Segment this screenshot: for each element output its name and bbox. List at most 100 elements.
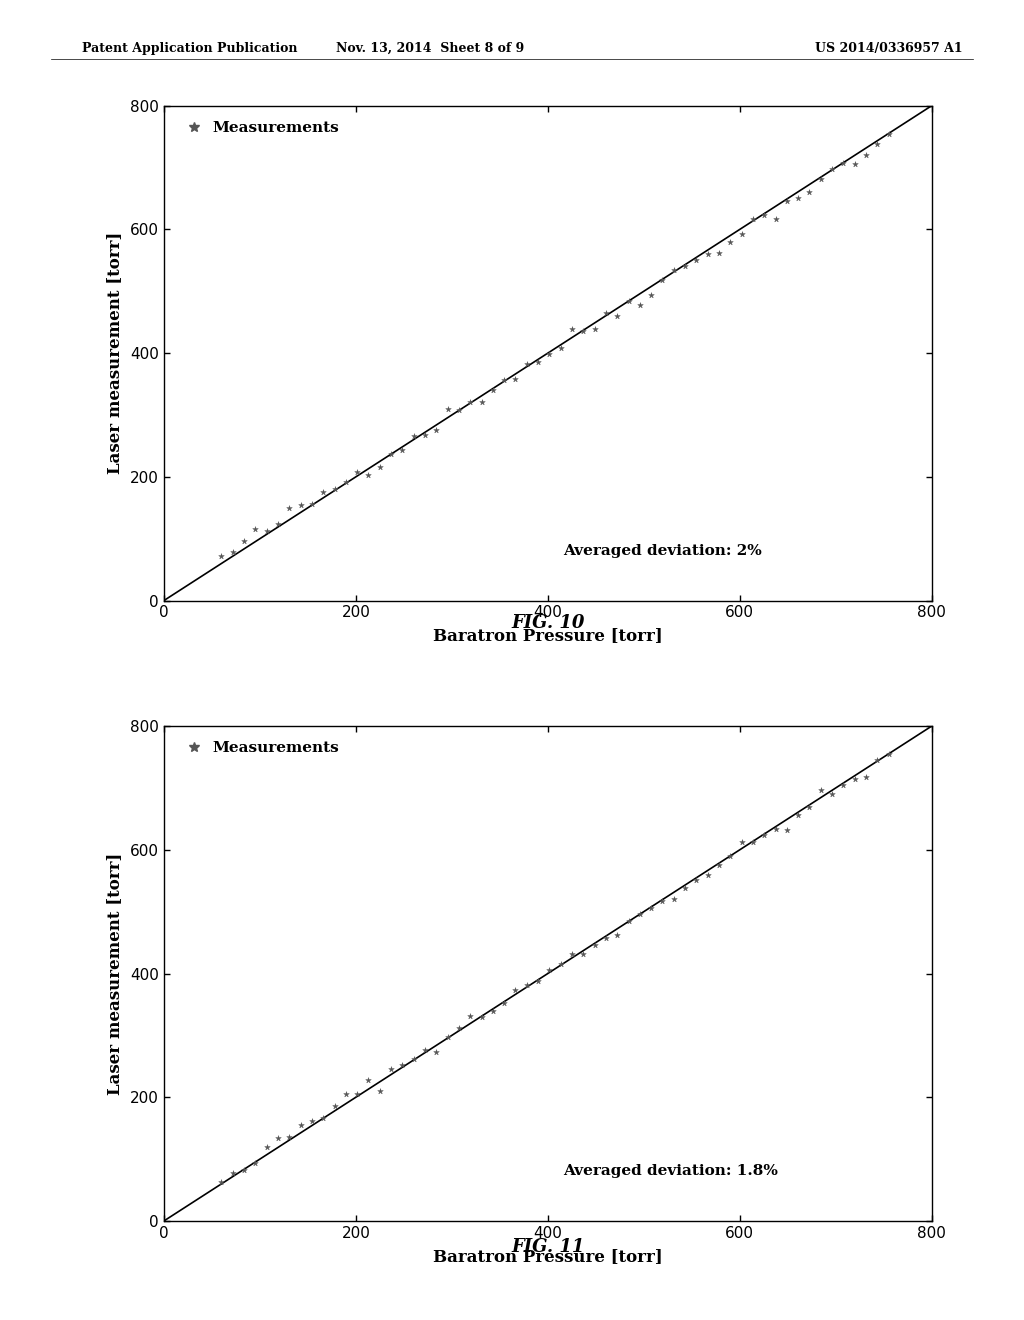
Point xyxy=(417,424,433,445)
Point xyxy=(282,498,298,519)
Text: Patent Application Publication: Patent Application Publication xyxy=(82,42,297,55)
Point xyxy=(213,1171,229,1192)
X-axis label: Baratron Pressure [torr]: Baratron Pressure [torr] xyxy=(433,1247,663,1265)
Point xyxy=(417,1040,433,1061)
Point xyxy=(236,1159,252,1180)
Point xyxy=(518,354,535,375)
Point xyxy=(711,855,727,876)
Point xyxy=(756,205,772,226)
Point xyxy=(869,133,886,154)
Point xyxy=(666,888,682,909)
Point xyxy=(688,870,705,891)
Text: FIG. 10: FIG. 10 xyxy=(511,614,585,632)
Point xyxy=(327,1096,343,1117)
Point xyxy=(394,1055,411,1076)
Point xyxy=(643,898,659,919)
Point xyxy=(338,1084,354,1105)
Point xyxy=(756,825,772,846)
Point xyxy=(722,231,738,252)
Point xyxy=(813,168,829,189)
Point xyxy=(744,209,761,230)
Point xyxy=(338,471,354,492)
Point xyxy=(813,779,829,800)
Point xyxy=(802,181,818,202)
Point xyxy=(315,1107,332,1129)
Point xyxy=(778,820,795,841)
Point xyxy=(688,249,705,271)
Point xyxy=(598,302,614,323)
Point xyxy=(439,1027,456,1048)
Point xyxy=(575,942,592,964)
Point xyxy=(666,260,682,281)
Point xyxy=(258,520,274,541)
Point xyxy=(858,144,874,165)
Point xyxy=(529,351,546,372)
Text: Averaged deviation: 2%: Averaged deviation: 2% xyxy=(563,544,762,558)
Point xyxy=(507,979,523,1001)
Point xyxy=(847,768,863,789)
Text: Averaged deviation: 1.8%: Averaged deviation: 1.8% xyxy=(563,1164,778,1179)
Y-axis label: Laser measurement [torr]: Laser measurement [torr] xyxy=(106,853,123,1094)
Point xyxy=(767,818,783,840)
Point xyxy=(247,1152,263,1173)
Point xyxy=(529,972,546,993)
Point xyxy=(473,1007,489,1028)
Point xyxy=(406,1048,422,1069)
X-axis label: Baratron Pressure [torr]: Baratron Pressure [torr] xyxy=(433,627,663,644)
Point xyxy=(372,1080,388,1101)
Point xyxy=(293,494,309,515)
Point xyxy=(564,942,581,964)
Point xyxy=(609,925,626,946)
Point xyxy=(790,187,806,209)
Point xyxy=(587,935,603,956)
Point xyxy=(507,368,523,389)
Point xyxy=(484,1001,501,1022)
Point xyxy=(790,804,806,825)
Point xyxy=(836,152,852,173)
Point xyxy=(258,1137,274,1158)
Point xyxy=(304,1110,321,1131)
Point xyxy=(654,269,671,290)
Point xyxy=(484,380,501,401)
Point xyxy=(451,400,467,421)
Point xyxy=(609,305,626,326)
Point xyxy=(881,743,897,764)
Point xyxy=(643,284,659,305)
Point xyxy=(847,154,863,176)
Point xyxy=(224,541,241,562)
Point xyxy=(269,513,286,535)
Point xyxy=(654,891,671,912)
Point xyxy=(767,209,783,230)
Point xyxy=(451,1018,467,1039)
Point xyxy=(858,766,874,787)
Point xyxy=(564,318,581,339)
Point xyxy=(802,796,818,817)
Point xyxy=(575,321,592,342)
Point xyxy=(733,832,750,853)
Point xyxy=(632,294,648,315)
Point xyxy=(406,425,422,446)
Point xyxy=(394,440,411,461)
Point xyxy=(496,993,512,1014)
Point xyxy=(587,318,603,339)
Point xyxy=(428,420,444,441)
Point xyxy=(677,878,693,899)
Point xyxy=(462,391,478,412)
Point xyxy=(836,774,852,795)
Text: US 2014/0336957 A1: US 2014/0336957 A1 xyxy=(815,42,963,55)
Point xyxy=(553,954,569,975)
Legend: Measurements: Measurements xyxy=(171,114,347,143)
Point xyxy=(383,1059,399,1080)
Point xyxy=(327,479,343,500)
Point xyxy=(236,531,252,552)
Point xyxy=(824,783,841,804)
Point xyxy=(349,461,366,482)
Point xyxy=(269,1127,286,1148)
Point xyxy=(428,1041,444,1063)
Point xyxy=(699,244,716,265)
Point xyxy=(542,343,558,364)
Point xyxy=(213,545,229,566)
Point xyxy=(881,124,897,145)
Point xyxy=(372,457,388,478)
Point xyxy=(383,444,399,465)
